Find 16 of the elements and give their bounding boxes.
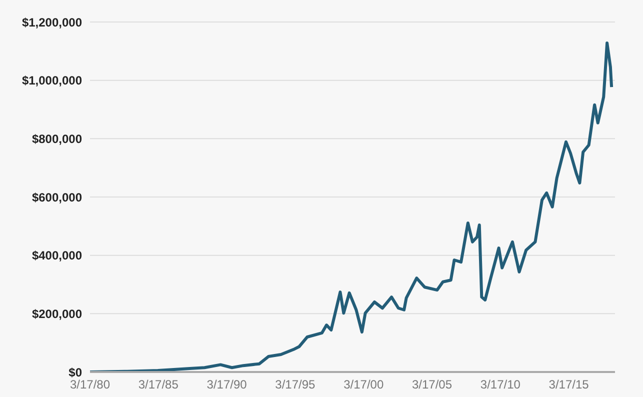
x-tick-label: 3/17/00	[344, 378, 384, 392]
x-tick-label: 3/17/05	[412, 378, 452, 392]
x-tick-label: 3/17/15	[548, 378, 590, 392]
y-tick-label: $800,000	[32, 132, 82, 146]
y-tick-label: $600,000	[32, 190, 82, 204]
x-tick-label: 3/17/10	[480, 378, 521, 392]
y-tick-label: $0	[68, 365, 82, 380]
line-series	[90, 42, 614, 372]
x-tick-label: 3/17/80	[70, 378, 110, 392]
x-tick-label: 3/17/95	[275, 378, 316, 392]
x-tick-label: 3/17/85	[138, 378, 179, 392]
y-tick-label: $200,000	[32, 306, 82, 321]
y-tick-label: $400,000	[32, 248, 82, 263]
y-tick-label: $1,000,000	[22, 74, 82, 88]
y-tick-label: $1,200,000	[22, 15, 82, 30]
x-tick-label: 3/17/90	[206, 378, 248, 392]
